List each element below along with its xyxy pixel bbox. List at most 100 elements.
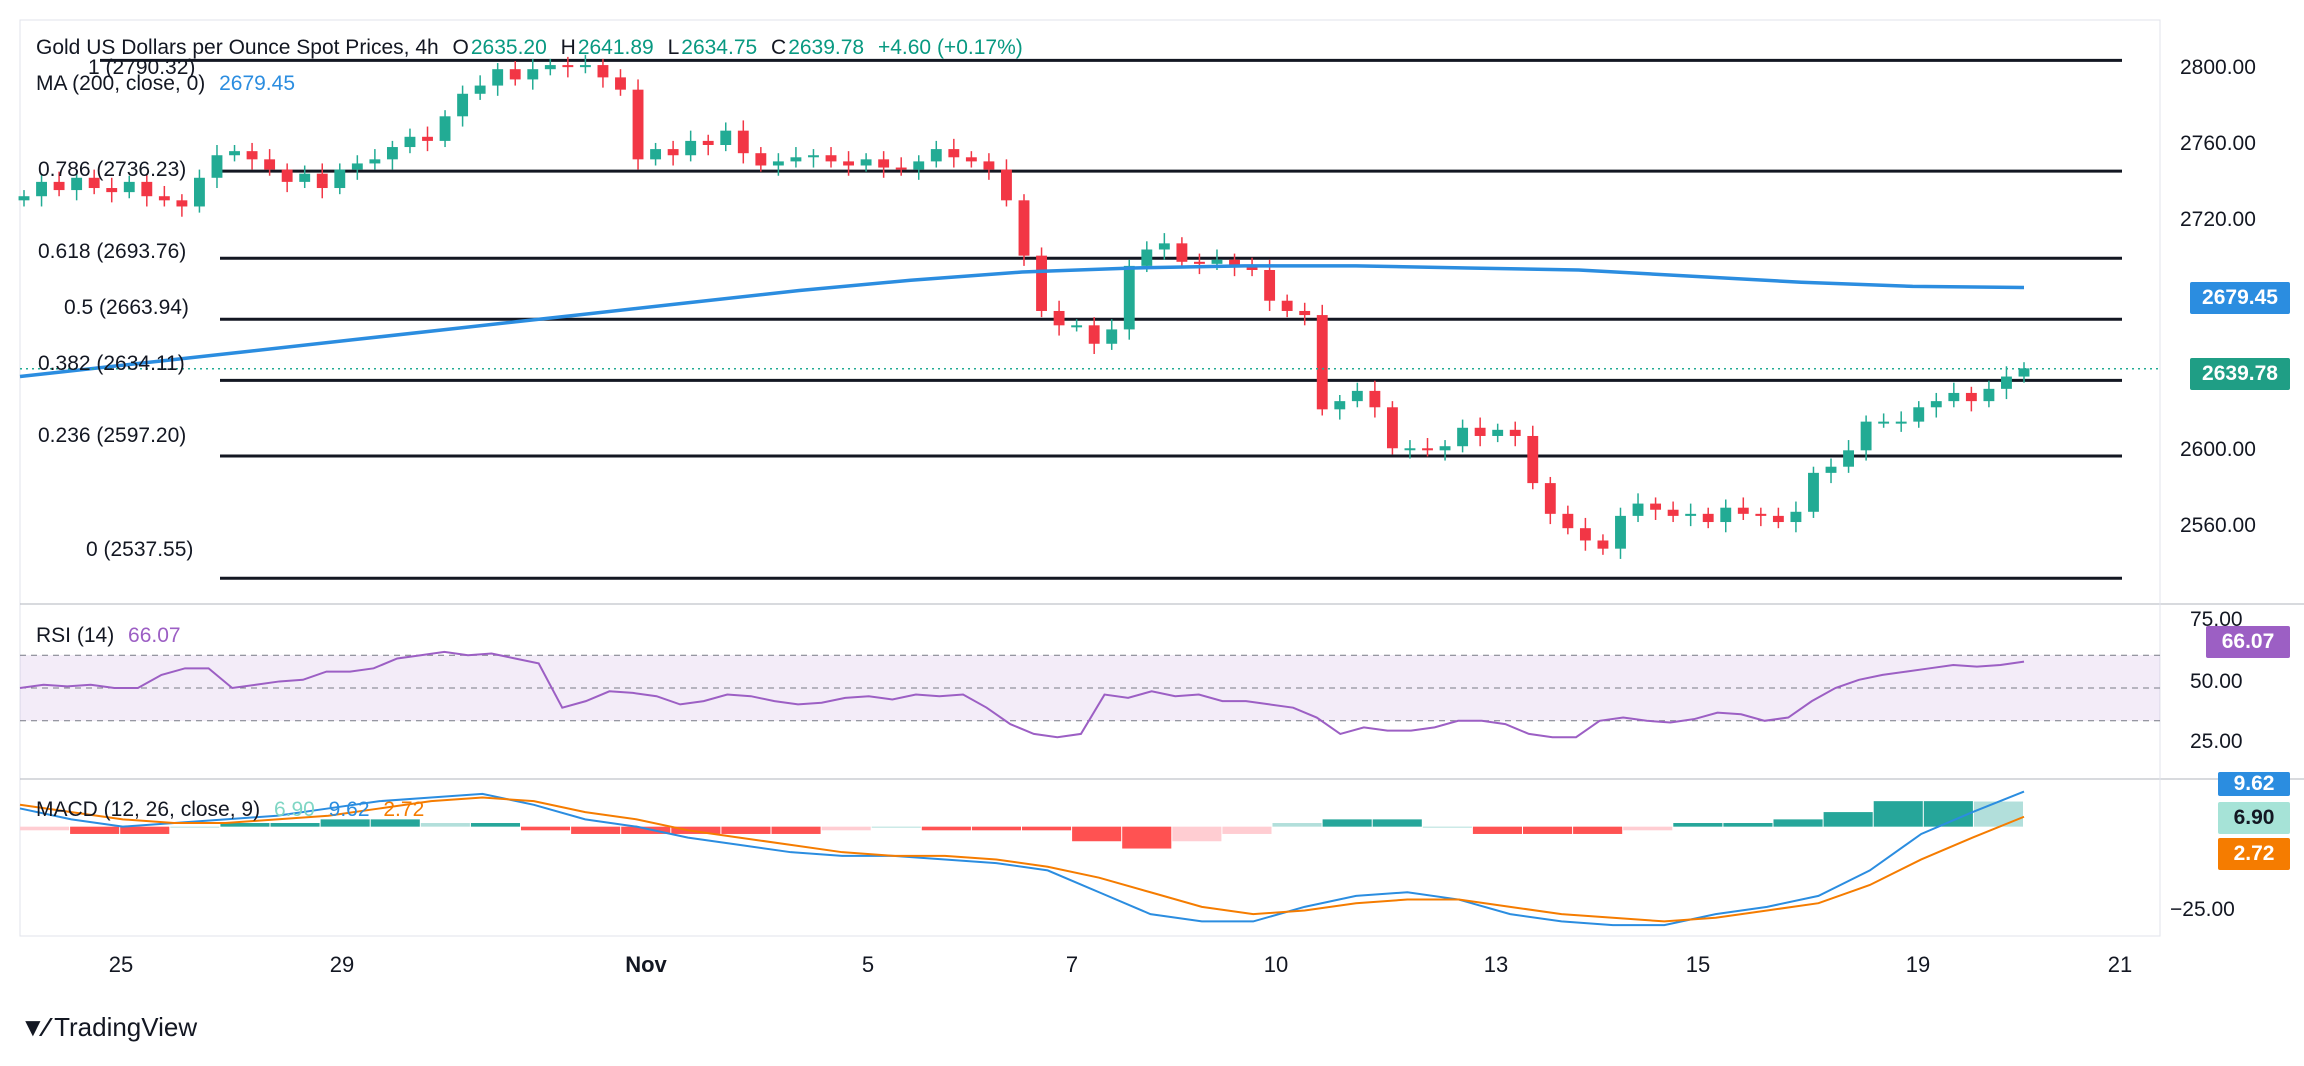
macd-histogram-bar: [521, 826, 571, 831]
candle-body: [562, 65, 574, 68]
open-value: 2635.20: [470, 36, 547, 59]
candle-body: [1965, 392, 1977, 402]
macd-histogram-bar: [1422, 826, 1472, 828]
candle-body: [1650, 503, 1662, 510]
macd-histogram-bar: [871, 826, 921, 828]
candle-body: [1001, 169, 1012, 201]
candle-body: [299, 173, 311, 182]
candle-body: [965, 157, 977, 162]
candle-body: [439, 116, 451, 141]
candle-body: [1737, 507, 1749, 514]
candle-body: [579, 65, 591, 68]
macd-histogram-bar: [370, 819, 420, 827]
candle-body: [123, 181, 135, 193]
candle-body: [1386, 407, 1398, 449]
candle-body: [1913, 407, 1925, 422]
candle-body: [930, 149, 942, 162]
candle-body: [1772, 515, 1784, 523]
candle-body: [88, 177, 100, 189]
macd-histogram-bar: [971, 826, 1021, 831]
candle-body: [983, 161, 995, 170]
x-tick-25: 25: [108, 952, 134, 977]
macd-histogram-bar: [320, 819, 370, 827]
candle-body: [878, 159, 890, 168]
tradingview-logo[interactable]: ▼⁄ TradingView: [20, 1012, 197, 1043]
candle-body: [1843, 450, 1854, 467]
candle-body: [1562, 513, 1574, 529]
candle-body: [1106, 329, 1118, 344]
price-tick-2600: 2600.00: [2180, 438, 2256, 461]
symbol-title: Gold US Dollars per Ounce Spot Prices, 4…: [36, 36, 439, 59]
close-value: 2639.78: [788, 36, 865, 59]
x-tick-15: 15: [1685, 952, 1711, 977]
macd-histogram-bar: [671, 826, 721, 834]
macd-histogram-bar: [1723, 823, 1773, 827]
candle-body: [1667, 509, 1679, 516]
macd-histogram-bar: [1573, 826, 1623, 834]
candle-body: [1158, 243, 1170, 250]
macd-histogram-bar: [420, 823, 470, 827]
price-tick-2720: 2720.00: [2180, 208, 2256, 231]
candle-body: [1825, 466, 1837, 473]
macd-histogram-bar: [1372, 819, 1422, 827]
rsi-tick-25: 25.00: [2190, 730, 2243, 753]
high-value: 2641.89: [577, 36, 654, 59]
low-key: L: [667, 36, 680, 59]
candle-body: [1088, 325, 1100, 344]
macd-histogram-bar: [1472, 826, 1522, 834]
candle-body: [211, 155, 223, 178]
x-tick-19: 19: [1905, 952, 1931, 977]
candle-body: [1018, 200, 1030, 256]
change-value: +4.60 (+0.17%): [877, 36, 1023, 59]
candle-body: [1474, 427, 1486, 436]
candle-body: [1316, 315, 1328, 410]
tradingview-icon: ▼⁄: [20, 1012, 48, 1042]
macd-histogram-bar: [70, 826, 120, 834]
candle-body: [825, 155, 837, 162]
macd-histogram-bar: [1072, 826, 1122, 842]
fib-label-0382: 0.382 (2634.11): [38, 352, 185, 375]
macd-histogram-bar: [1172, 826, 1222, 842]
candle-body: [1895, 421, 1907, 424]
candle-body: [1492, 429, 1504, 436]
x-tick-21: 21: [2107, 952, 2133, 977]
macd-histogram-bar: [1523, 826, 1573, 834]
candle-body: [1211, 259, 1223, 264]
candle-body: [194, 177, 205, 207]
candle-body: [36, 181, 47, 197]
hist-badge: 6.90: [2218, 802, 2290, 834]
macd-line-value: 9.62: [328, 798, 370, 821]
candle-body: [948, 149, 960, 158]
candle-body: [1422, 448, 1433, 451]
macd-histogram-bar: [1122, 826, 1172, 849]
macd-histogram-bar: [821, 826, 871, 831]
candle-body: [772, 161, 784, 166]
candle-body: [755, 153, 767, 166]
rsi-value: 66.07: [128, 624, 181, 647]
candle-body: [1720, 507, 1732, 523]
candle-body: [1544, 483, 1556, 514]
ma-legend: MA (200, close, 0) 2679.45: [36, 72, 303, 96]
candle-body: [702, 140, 714, 145]
candle-body: [1439, 446, 1451, 451]
rsi-label: RSI (14): [36, 624, 115, 647]
candle-body: [1860, 421, 1872, 451]
candle-body: [1755, 513, 1767, 516]
candle-body: [1457, 427, 1469, 447]
candle-body: [334, 169, 346, 189]
candle-body: [1878, 421, 1890, 424]
candle-body: [1579, 528, 1591, 541]
candle-body: [1404, 448, 1416, 451]
candle-body: [1176, 243, 1188, 262]
macd-histogram-bar: [170, 826, 220, 828]
macd-histogram-bar: [1673, 823, 1723, 827]
x-tick-13: 13: [1483, 952, 1509, 977]
fib-label-0236: 0.236 (2597.20): [38, 424, 187, 447]
macd-signal-line: [19, 796, 2025, 923]
open-key: O: [452, 36, 469, 59]
candle-body: [1229, 259, 1240, 266]
candle-body: [1790, 511, 1802, 523]
candle-body: [492, 69, 504, 86]
macd-histogram-bar: [1623, 826, 1673, 831]
